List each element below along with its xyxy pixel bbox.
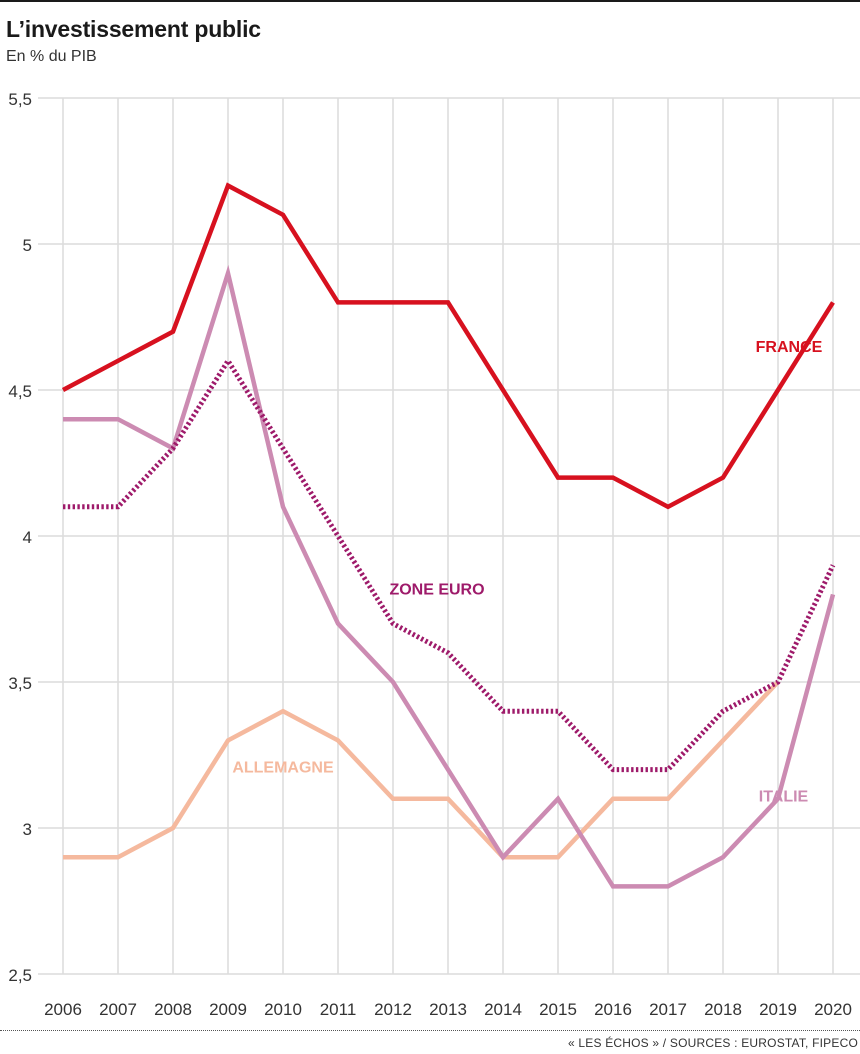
series-line-italie bbox=[63, 264, 836, 889]
series-lines bbox=[61, 182, 836, 889]
y-tick-label: 5 bbox=[23, 236, 32, 255]
series-line-france bbox=[61, 182, 835, 510]
x-tick-label: 2016 bbox=[594, 1000, 632, 1019]
x-tick-label: 2017 bbox=[649, 1000, 687, 1019]
x-tick-label: 2013 bbox=[429, 1000, 467, 1019]
x-tick-label: 2012 bbox=[374, 1000, 412, 1019]
x-axis: 2006 2007 2008 2009 2010 2011 2012 2013 2014 2015… bbox=[44, 1000, 852, 1019]
series-label-zone-euro: ZONE EURO bbox=[389, 581, 484, 598]
top-rule bbox=[0, 0, 860, 2]
grid bbox=[38, 97, 860, 975]
y-tick-label: 2,5 bbox=[8, 966, 32, 985]
x-tick-label: 2007 bbox=[99, 1000, 137, 1019]
y-tick-label: 5,5 bbox=[8, 90, 32, 109]
series-label-france: FRANCE bbox=[756, 339, 823, 356]
series-label-italie: ITALIE bbox=[759, 789, 809, 806]
x-tick-label: 2019 bbox=[759, 1000, 797, 1019]
series-labels: FRANCE ITALIE ALLEMAGNE ZONE EURO bbox=[232, 339, 822, 806]
series-line-zone-euro bbox=[63, 356, 836, 773]
series-line-allemagne bbox=[63, 680, 780, 860]
chart-title: L’investissement public bbox=[6, 16, 261, 42]
x-tick-label: 2008 bbox=[154, 1000, 192, 1019]
source-note: « LES ÉCHOS » / SOURCES : EUROSTAT, FIPE… bbox=[567, 1036, 858, 1050]
x-tick-label: 2014 bbox=[484, 1000, 522, 1019]
y-tick-label: 3 bbox=[23, 820, 32, 839]
chart-subtitle: En % du PIB bbox=[6, 48, 97, 65]
x-tick-label: 2010 bbox=[264, 1000, 302, 1019]
x-tick-label: 2009 bbox=[209, 1000, 247, 1019]
y-tick-label: 4 bbox=[23, 528, 32, 547]
x-tick-label: 2015 bbox=[539, 1000, 577, 1019]
source-rule bbox=[0, 1030, 860, 1031]
x-tick-label: 2018 bbox=[704, 1000, 742, 1019]
x-tick-label: 2020 bbox=[814, 1000, 852, 1019]
y-axis: 2,5 3 3,5 4 4,5 5 5,5 bbox=[8, 90, 32, 985]
y-tick-label: 3,5 bbox=[8, 674, 32, 693]
x-tick-label: 2006 bbox=[44, 1000, 82, 1019]
x-tick-label: 2011 bbox=[320, 1000, 357, 1019]
y-tick-label: 4,5 bbox=[8, 382, 32, 401]
series-label-allemagne: ALLEMAGNE bbox=[232, 760, 334, 777]
